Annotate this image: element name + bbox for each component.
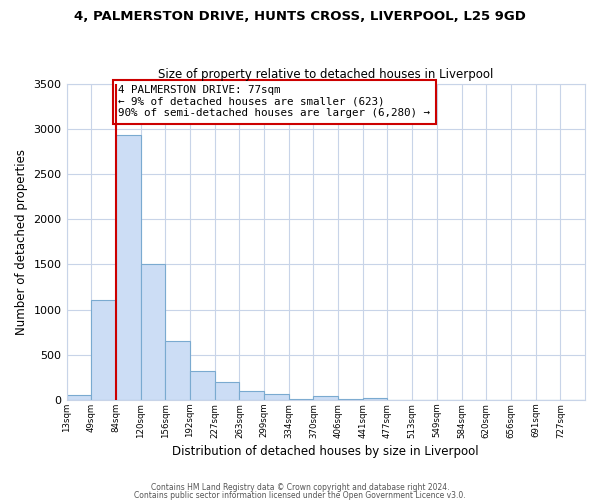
Bar xyxy=(215,382,239,400)
Text: 4, PALMERSTON DRIVE, HUNTS CROSS, LIVERPOOL, L25 9GD: 4, PALMERSTON DRIVE, HUNTS CROSS, LIVERP… xyxy=(74,10,526,23)
Bar xyxy=(363,398,388,400)
Bar xyxy=(264,394,289,400)
Text: Contains public sector information licensed under the Open Government Licence v3: Contains public sector information licen… xyxy=(134,490,466,500)
Bar xyxy=(165,341,190,400)
Bar xyxy=(140,264,165,400)
Bar xyxy=(67,396,91,400)
Title: Size of property relative to detached houses in Liverpool: Size of property relative to detached ho… xyxy=(158,68,493,81)
Bar xyxy=(313,396,338,400)
Text: Contains HM Land Registry data © Crown copyright and database right 2024.: Contains HM Land Registry data © Crown c… xyxy=(151,484,449,492)
Bar xyxy=(239,391,264,400)
X-axis label: Distribution of detached houses by size in Liverpool: Distribution of detached houses by size … xyxy=(172,444,479,458)
Text: 4 PALMERSTON DRIVE: 77sqm
← 9% of detached houses are smaller (623)
90% of semi-: 4 PALMERSTON DRIVE: 77sqm ← 9% of detach… xyxy=(118,85,430,118)
Bar xyxy=(190,371,215,400)
Y-axis label: Number of detached properties: Number of detached properties xyxy=(15,148,28,334)
Bar xyxy=(116,135,140,400)
Bar xyxy=(91,300,116,400)
